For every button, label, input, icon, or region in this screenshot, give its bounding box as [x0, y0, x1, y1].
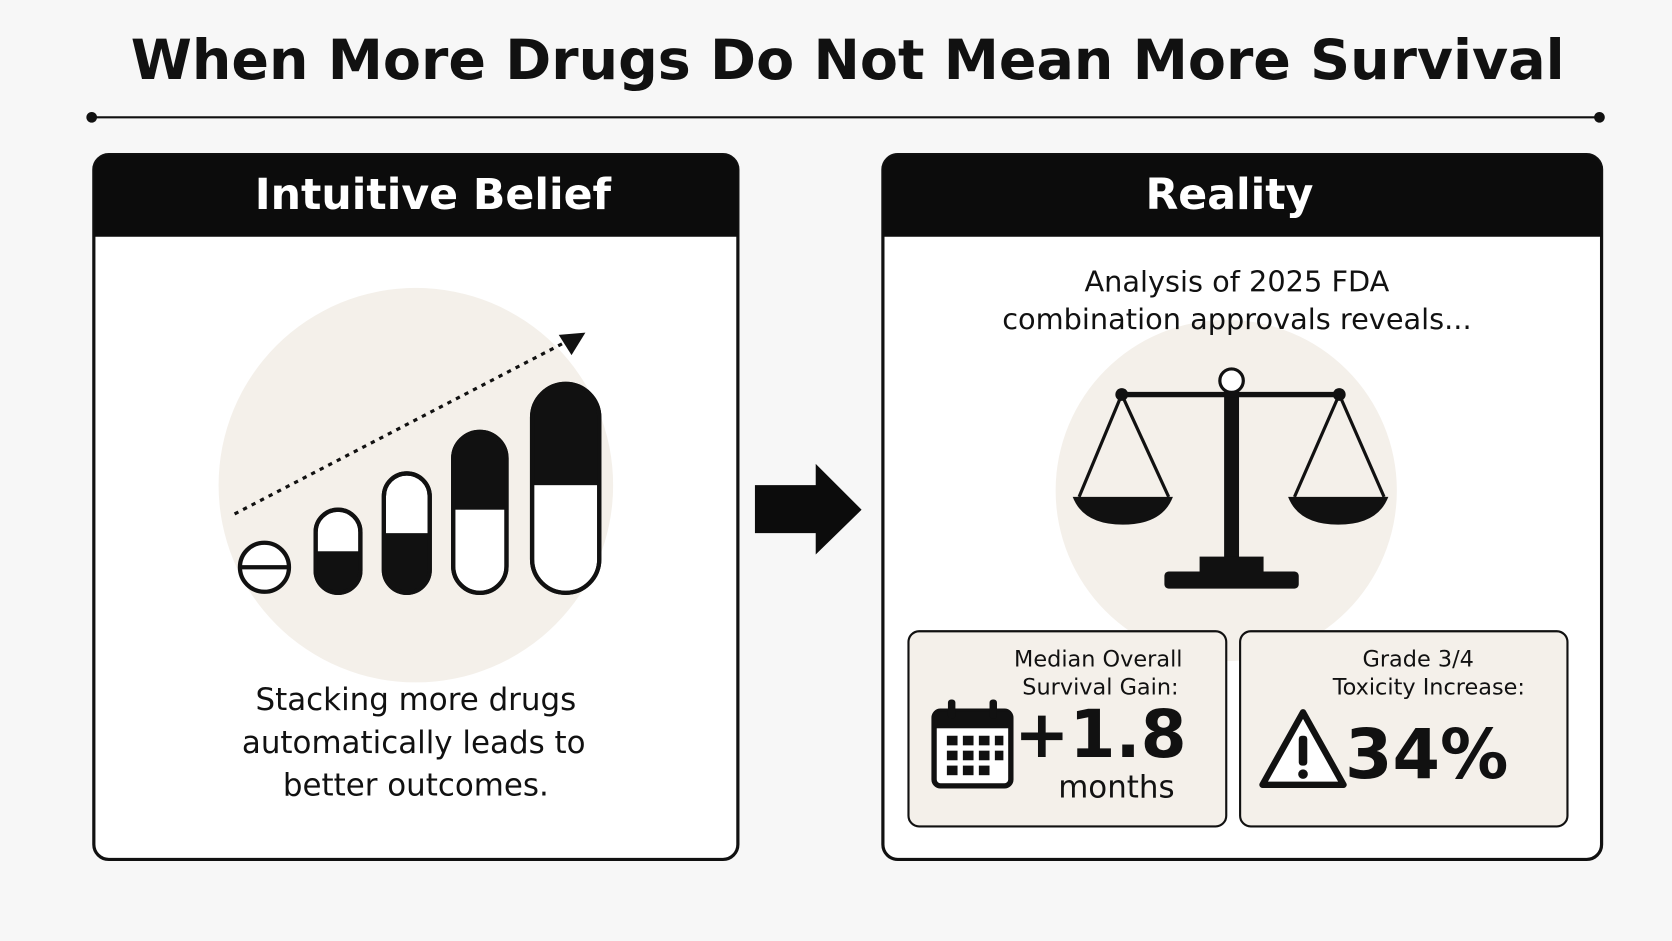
right-panel: Reality Analysis of 2025 FDA combination…: [881, 153, 1604, 862]
body-text: automatically leads to: [242, 725, 586, 761]
stat-label: Toxicity Increase:: [1332, 674, 1525, 700]
scales-icon: [1072, 367, 1389, 589]
stat-label: Survival Gain:: [1022, 674, 1178, 700]
title: When More Drugs Do Not Mean More Surviva…: [131, 29, 1565, 93]
stat-label: Grade 3/4: [1363, 647, 1474, 673]
arrow: [754, 463, 862, 555]
title-rule: [86, 111, 1605, 123]
stat-value: 34%: [1345, 716, 1508, 795]
body-text: better outcomes.: [283, 767, 549, 803]
panel-header: Intuitive Belief: [255, 170, 612, 220]
body-text: Stacking more drugs: [256, 682, 577, 718]
panel-header: Reality: [1145, 170, 1313, 220]
stat-unit: months: [1058, 770, 1174, 806]
calendar-icon: [931, 699, 1014, 789]
intro-text: Analysis of 2025 FDA: [1084, 265, 1389, 299]
pills-icon: [237, 381, 602, 595]
intro-text: combination approvals reveals...: [1002, 302, 1471, 336]
stat-label: Median Overall: [1014, 647, 1182, 673]
left-panel: Intuitive Belief Stacking more drugs aut…: [92, 153, 740, 862]
stat-value: +1.8: [1014, 696, 1187, 773]
warning-icon: [1259, 709, 1347, 788]
